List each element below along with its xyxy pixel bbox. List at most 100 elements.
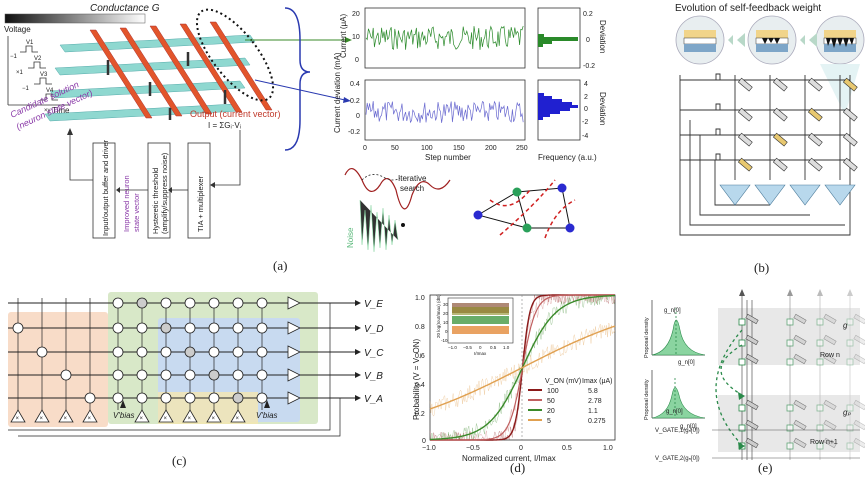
- memristor-devices: [737, 77, 858, 172]
- synapse-node: [160, 369, 172, 381]
- synapse-node: [232, 346, 244, 358]
- blue-tick-0: 0: [584, 106, 588, 113]
- sampling-cells: [738, 313, 865, 450]
- g-bottom-xlabel: g_n[0]: [680, 424, 697, 430]
- deviation-ylabel: Current deviation (mA): [333, 52, 342, 133]
- deviation-right-label: Deviation: [598, 92, 607, 125]
- prob-ytick-04: 0.4: [415, 382, 425, 389]
- input-amp-8: [230, 409, 246, 423]
- sampling-cell: [823, 353, 837, 365]
- input-amp-1: [34, 409, 50, 423]
- self-feedback-grid: [679, 73, 851, 236]
- time-axis-label: Time: [52, 106, 70, 115]
- iterative-label: Iterative: [398, 174, 427, 183]
- synapse-node: [136, 392, 148, 404]
- row-label-2: V_C: [364, 348, 384, 359]
- v3-label: V3: [40, 72, 48, 78]
- output-amplifiers: [719, 184, 856, 206]
- synapse-node: [232, 369, 244, 381]
- energy-landscape: Iterative search Noise: [344, 168, 451, 253]
- amp-symbol-1: ×: [40, 416, 44, 422]
- sampling-cell: [745, 399, 759, 411]
- synapse-node: [256, 322, 268, 334]
- dev-tick-mid: 0: [586, 37, 590, 44]
- synapse-node: [184, 322, 196, 334]
- panel-d-label: (d): [510, 460, 525, 475]
- input-amp-5: [158, 409, 174, 423]
- blue-tick-m2: -2: [582, 119, 588, 126]
- input-amp-6: [182, 409, 198, 423]
- mult-4: ×y: [44, 108, 51, 114]
- amp-symbol-0: ×: [16, 416, 20, 422]
- input-amp-4: [134, 409, 150, 423]
- synapse-node: [60, 369, 72, 381]
- xtick-150: 150: [453, 145, 465, 152]
- sampling-cell: [823, 313, 837, 325]
- inset-ytick-20: 20: [443, 311, 449, 316]
- panel-a: Conductance G: [4, 3, 352, 273]
- synapse-node: [12, 322, 24, 334]
- inset-xtick-05: 0.5: [490, 345, 497, 350]
- synapse-node: [136, 346, 148, 358]
- synapse-node: [112, 369, 124, 381]
- synapse-node: [136, 369, 148, 381]
- synapse-node: [256, 392, 268, 404]
- panel-e-label: (e): [758, 460, 772, 475]
- sampling-circuit: [741, 294, 851, 460]
- panel-b-label: (b): [754, 260, 769, 275]
- legend-imax-0: 5.8: [588, 388, 598, 395]
- sampling-cell: [745, 313, 759, 325]
- legend-von-3: 5: [547, 418, 551, 425]
- synapse-node: [112, 346, 124, 358]
- dev-ytick-2: 0: [356, 113, 360, 120]
- mult-2: ×1: [16, 70, 24, 76]
- blue-tick-4: 4: [584, 81, 588, 88]
- panel-b-title: Evolution of self-feedback weight: [675, 3, 821, 14]
- proposal-density-label-top: Proposal density: [644, 317, 650, 358]
- network-graph: [473, 179, 576, 239]
- prob-xtick-0: 0: [519, 445, 523, 452]
- synapse-node: [256, 297, 268, 309]
- synapse-node: [184, 369, 196, 381]
- current-ytick-10: 10: [352, 34, 360, 41]
- synapse-node: [184, 297, 196, 309]
- vbias-right-label: V'bias: [256, 411, 278, 420]
- deviation-trace: [365, 100, 524, 124]
- output-formula: I = ΣGᵢ·Vᵢ: [208, 121, 241, 130]
- amp-symbol-3: ×: [88, 416, 92, 422]
- sampling-cell: [853, 353, 865, 365]
- synapse-node: [160, 322, 172, 334]
- xtick-50: 50: [391, 145, 399, 152]
- legend-header-von: V_ON (mV): [545, 378, 581, 385]
- inset-ytick-30: 30: [443, 302, 449, 307]
- v4-label: V4: [46, 88, 54, 94]
- panel-b: Evolution of self-feedback weight: [675, 3, 865, 275]
- prob-xlabel: Normalized current, I/Imax: [462, 454, 556, 463]
- xtick-100: 100: [421, 145, 433, 152]
- threshold-box-label-1: Hysteretic threshold: [151, 168, 160, 234]
- conductance-label: Conductance G: [90, 3, 160, 14]
- legend-von-1: 50: [547, 398, 555, 405]
- sampling-cell: [793, 353, 807, 365]
- synapse-node: [208, 346, 220, 358]
- inset-ytick-0: 0: [445, 329, 448, 334]
- improved-state-label-2: state vector: [132, 193, 141, 232]
- prob-xtick-05: 0.5: [562, 445, 572, 452]
- output-amp-2: [287, 345, 301, 359]
- conductance-gradient-bar: [4, 13, 146, 24]
- improved-state-label-1: Improved neuron: [122, 175, 131, 232]
- mult-3: −1: [22, 86, 30, 92]
- sampling-cell: [793, 437, 807, 449]
- sampling-cell: [793, 313, 807, 325]
- synapse-node: [112, 392, 124, 404]
- synapse-node: [36, 346, 48, 358]
- dev-ytick-3: -0.2: [348, 129, 360, 136]
- sampling-cell: [745, 419, 759, 431]
- prob-ytick-06: 0.6: [415, 353, 425, 360]
- sampling-cell: [853, 313, 865, 325]
- row-label-0: V_E: [364, 299, 383, 310]
- synapse-node: [208, 369, 220, 381]
- g-label: g: [843, 321, 848, 330]
- synapse-node: [136, 322, 148, 334]
